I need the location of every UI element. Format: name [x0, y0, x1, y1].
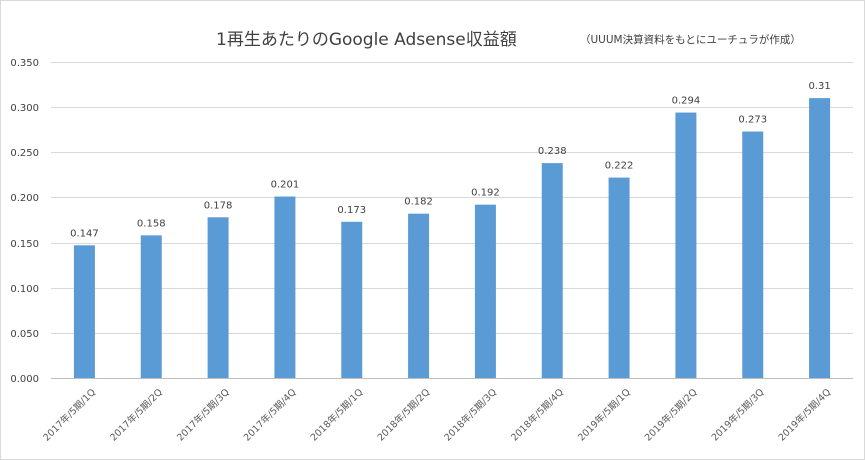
bar	[408, 213, 430, 378]
chart-title: 1再生あたりのGoogle Adsense収益額	[216, 30, 517, 50]
data-label: 0.273	[738, 115, 767, 126]
bar	[73, 245, 95, 378]
data-label: 0.222	[605, 161, 634, 172]
x-tick-label: 2019年/5期/3Q	[709, 386, 766, 443]
y-tick-label: 0.000	[10, 374, 39, 385]
bar	[675, 112, 697, 378]
bar	[474, 204, 496, 378]
data-label: 0.182	[404, 197, 433, 208]
y-tick-label: 0.050	[10, 329, 39, 340]
bar	[541, 163, 563, 378]
bar	[274, 196, 296, 378]
bar	[608, 177, 630, 378]
x-tick-label: 2018年/5期/4Q	[509, 386, 566, 443]
data-label: 0.294	[672, 96, 701, 107]
data-label: 0.173	[337, 205, 366, 216]
data-labels: 0.147 0.158 0.178 0.201 0.173 0.182 0.192 0.238…	[70, 81, 831, 239]
data-label: 0.238	[538, 146, 567, 157]
data-label: 0.178	[204, 200, 233, 211]
bar	[341, 221, 363, 378]
x-tick-label: 2018年/5期/1Q	[308, 386, 365, 443]
x-tick-label: 2017年/5期/3Q	[174, 386, 231, 443]
y-tick-label: 0.100	[10, 284, 39, 295]
gridlines	[51, 62, 853, 379]
data-label: 0.201	[271, 180, 300, 191]
x-tick-label: 2018年/5期/3Q	[442, 386, 499, 443]
bar	[140, 235, 162, 378]
x-tick-label: 2018年/5期/2Q	[375, 386, 432, 443]
x-tick-label: 2017年/5期/4Q	[241, 386, 298, 443]
x-axis-ticks: 2017年/5期/1Q 2017年/5期/2Q 2017年/5期/3Q 2017年/5…	[41, 386, 834, 443]
bar	[742, 131, 764, 378]
x-tick-label: 2017年/5期/1Q	[41, 386, 98, 443]
bar	[809, 98, 831, 378]
bars	[73, 98, 831, 378]
y-tick-label: 0.200	[10, 193, 39, 204]
x-tick-label: 2019年/5期/4Q	[776, 386, 833, 443]
data-label: 0.31	[808, 81, 830, 92]
x-tick-label: 2019年/5期/1Q	[575, 386, 632, 443]
x-tick-label: 2017年/5期/2Q	[108, 386, 165, 443]
chart-subtitle: （UUUM決算資料をもとにユーチュラが作成）	[580, 33, 801, 46]
y-tick-label: 0.300	[10, 103, 39, 114]
x-tick-label: 2019年/5期/2Q	[642, 386, 699, 443]
data-label: 0.158	[137, 218, 166, 229]
y-axis-ticks: 0.000 0.050 0.100 0.150 0.200 0.250 0.300 0.350	[10, 58, 39, 385]
y-tick-label: 0.350	[10, 58, 39, 69]
data-label: 0.192	[471, 188, 500, 199]
y-tick-label: 0.250	[10, 148, 39, 159]
y-tick-label: 0.150	[10, 239, 39, 250]
bar	[207, 217, 229, 378]
data-label: 0.147	[70, 228, 99, 239]
